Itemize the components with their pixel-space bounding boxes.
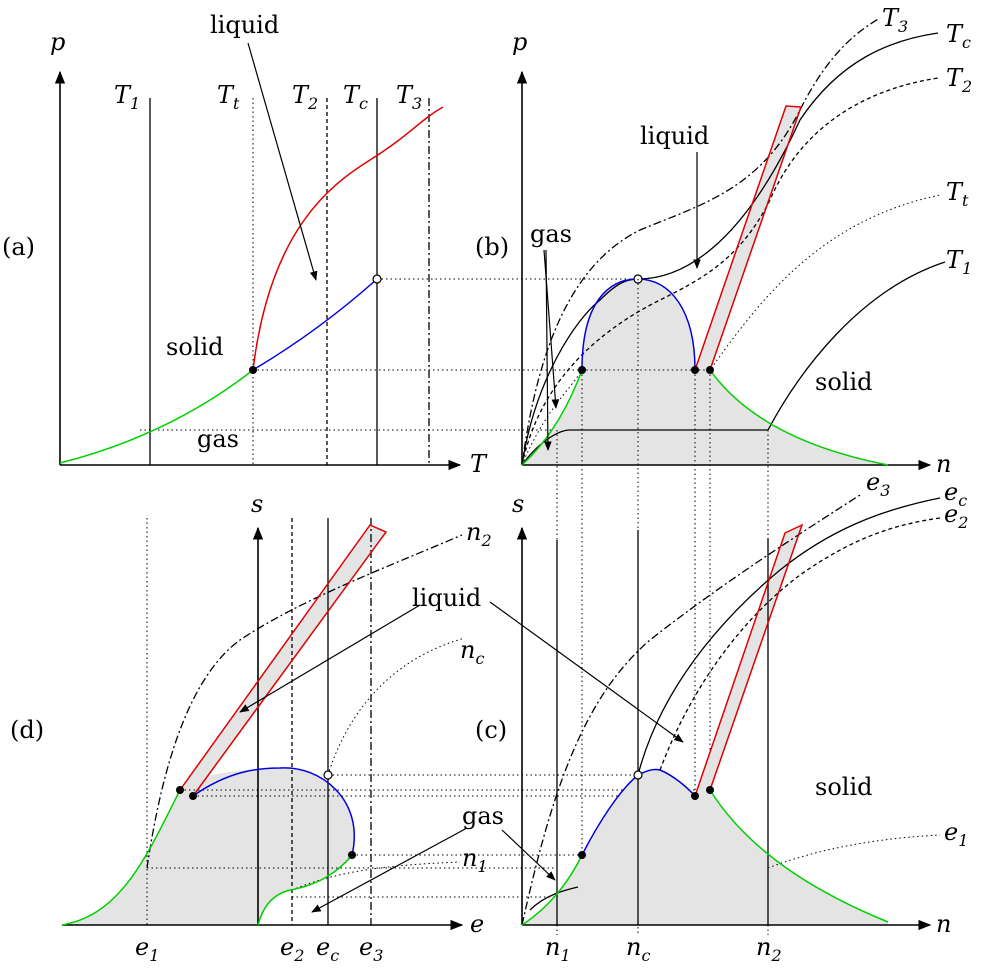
density-curve-n2 (146, 534, 463, 869)
density-label-n1: n1 (462, 844, 488, 876)
panel-c-x-label: n (936, 910, 951, 938)
energy-curve-ec (637, 497, 941, 776)
critical-point-d (323, 770, 333, 780)
isotherm-label-b-T1: T1 (946, 246, 972, 278)
coexistence-region-c (522, 769, 888, 925)
panel-a-y-label: p (50, 28, 65, 56)
isotherm-curve-T3 (521, 17, 881, 466)
panel-b-tag: (b) (475, 233, 509, 261)
triple-point-d-3 (348, 851, 356, 859)
isotherm-curve-Tc (521, 32, 939, 466)
liquid-arrow-a (247, 42, 318, 281)
sublimation-curve (59, 369, 254, 464)
phase-label-shared-liquid: liquid (412, 584, 481, 612)
phase-label-liquid: liquid (210, 11, 279, 39)
energy-label-e2: e2 (944, 500, 968, 532)
density-label-nc: nc (460, 636, 484, 668)
triple-solid-point-c (706, 786, 714, 794)
isotherm-label-b-T2: T2 (946, 64, 972, 96)
panel-b-y-label: p (512, 28, 527, 56)
density-tick-n2: n2 (756, 933, 782, 965)
energy-curve-e1 (767, 834, 941, 869)
isotherm-curve-Tt (521, 194, 941, 466)
gas-arrow-c (501, 829, 556, 881)
triple-liquid-point-c (691, 792, 699, 800)
coexistence-dome-d (192, 767, 355, 856)
energy-label-e1: e1 (944, 818, 968, 850)
gas-arrow-d (311, 827, 468, 913)
panel-a-x-label: T (470, 450, 488, 478)
panel-c-y-label: s (512, 490, 524, 518)
panel-c-tag: (c) (475, 716, 507, 744)
triple-point (249, 366, 257, 374)
panel-d-tag: (d) (10, 716, 44, 744)
energy-curve-e2 (659, 517, 941, 771)
panel-b-pn-diagram: p n (b) T3 Tc T2 Tt T1 liquid gas solid (475, 4, 972, 478)
energy-curve-low (529, 886, 579, 911)
isotherm-label-Tt: Tt (217, 81, 240, 113)
panel-a-tag: (a) (2, 233, 35, 261)
phase-label-solid: solid (166, 333, 223, 361)
coexistence-region-b (522, 279, 888, 465)
density-tick-n1: n1 (545, 933, 571, 965)
energy-tick-ec: ec (316, 933, 339, 965)
density-curve-nc (327, 637, 466, 776)
phase-label-gas: gas (197, 425, 239, 453)
panel-d-se-diagram: s e (d) n2 nc n1 e1 e2 ec e3 (10, 490, 710, 965)
panel-c-sn-diagram: s n (c) e3 ec e2 e1 n1 nc n2 solid (475, 468, 968, 965)
melting-band-outline-b (694, 105, 803, 371)
coexistence-region-d (62, 767, 355, 925)
sublimation-curve-gas-side (521, 369, 583, 466)
isotherm-label-b-Tc: Tc (946, 20, 971, 52)
energy-label-e3: e3 (866, 468, 890, 500)
phase-label-shared-gas: gas (462, 802, 504, 830)
triple-point-d-2 (189, 792, 197, 800)
gas-arrow-b-2 (544, 249, 552, 451)
isotherm-label-T2: T2 (292, 81, 318, 113)
energy-tick-e3: e3 (359, 933, 383, 965)
phase-label-b-solid: solid (815, 368, 872, 396)
isotherm-curve-T1 (521, 261, 946, 466)
liquid-arrow-d (239, 604, 421, 713)
vaporization-curve (252, 278, 378, 371)
shared-labels-cd: liquid gas (412, 584, 684, 881)
energy-tick-e1: e1 (135, 933, 159, 965)
energy-tick-e2: e2 (280, 933, 304, 965)
isotherm-label-T1: T1 (114, 81, 140, 113)
critical-point (372, 274, 382, 284)
phase-label-b-gas: gas (530, 220, 572, 248)
sublimation-curve-c-right (709, 789, 889, 923)
liquid-arrow-c (489, 601, 684, 743)
energy-label-ec: ec (944, 478, 967, 510)
isotherm-label-b-Tt: Tt (946, 178, 969, 210)
sublimation-curve-c-left (521, 854, 583, 926)
sublimation-curve-d-right (257, 854, 353, 926)
triple-point-d-1 (176, 786, 184, 794)
panel-a-pT-diagram: p T (a) T1 Tt T2 Tc T3 solid gas liquid (2, 11, 768, 478)
isotherm-label-b-T3: T3 (882, 4, 908, 36)
phase-label-b-liquid: liquid (640, 122, 709, 150)
density-tick-nc: nc (626, 933, 650, 965)
solid-liquid-band-b (695, 106, 801, 370)
melting-curve (252, 106, 444, 371)
panel-d-y-label: s (251, 490, 263, 518)
density-curve-n1 (291, 861, 461, 891)
isotherm-label-T3: T3 (396, 81, 422, 113)
triple-gas-point-c (578, 851, 586, 859)
panel-d-x-label: e (470, 910, 484, 938)
panel-b-x-label: n (936, 450, 951, 478)
isotherm-label-Tc: Tc (343, 81, 368, 113)
sublimation-curve-solid-side (709, 369, 889, 466)
solid-liquid-band-c (695, 525, 802, 796)
phase-label-c-solid: solid (815, 773, 872, 801)
critical-point-c (633, 770, 643, 780)
sublimation-curve-d-left (61, 789, 181, 926)
density-label-n2: n2 (466, 518, 492, 550)
melting-band-outline-c (694, 523, 804, 797)
melting-band-outline-d (179, 524, 388, 797)
solid-liquid-band-d (180, 525, 386, 796)
energy-curve-e3 (521, 494, 861, 926)
coexistence-dome-c (581, 768, 696, 856)
